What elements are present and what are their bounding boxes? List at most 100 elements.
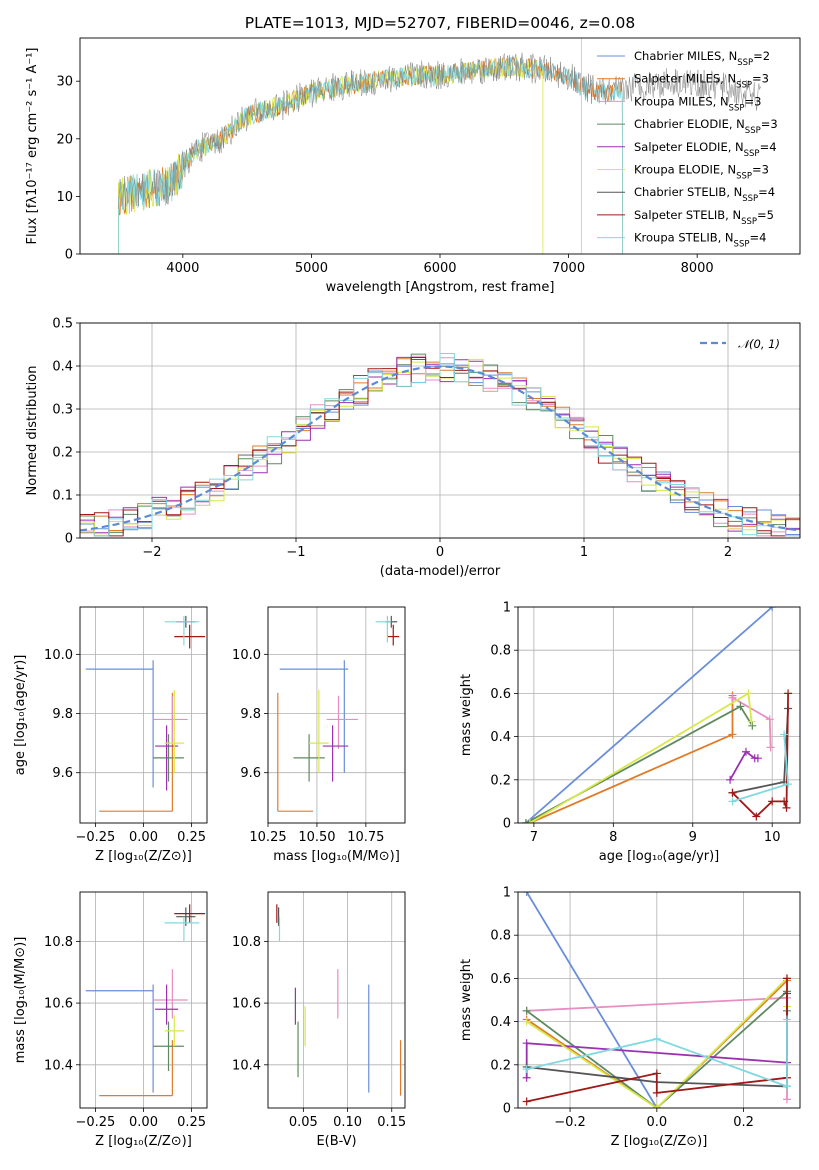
x-axis-label: (data-model)/error xyxy=(380,564,501,579)
mass-vs-metallicity-panel: −0.25 0.00 0.25 10.4 10.6 10.8 Z [log₁₀(Z/Z⊙)]… xyxy=(13,891,208,1149)
axes-frame xyxy=(267,606,406,824)
legend-entry-ks: Kroupa STELIB, NSSP=4 xyxy=(634,231,766,250)
y-tick-label: 0.6 xyxy=(490,972,511,987)
y-tick-label: 0.4 xyxy=(52,360,73,375)
mass-vs-ebv-panel: 0.05 0.10 0.15 10.4 10.6 10.8 E(B-V) xyxy=(232,891,406,1149)
mass-weight-plot-area xyxy=(522,892,791,1108)
legend-text: Kroupa MILES, N xyxy=(634,94,729,108)
mass-weight-series-ss xyxy=(728,689,793,821)
age-vs-metallicity-panel: −0.25 0.00 0.25 9.6 9.8 10.0 Z [log₁₀(Z/Z⊙)] ag… xyxy=(13,606,208,864)
y-tick-label: 9.8 xyxy=(240,707,261,722)
x-tick-label: 7 xyxy=(530,830,538,845)
y-tick-label: 0.5 xyxy=(52,317,73,332)
residual-histogram-panel: −2 −1 0 1 2 0 0.1 0.2 0.3 0.4 0.5 (data-model)/erro… xyxy=(25,317,801,579)
y-tick-label: 0 xyxy=(65,532,73,547)
y-tick-label: 30 xyxy=(56,75,73,90)
axes-frame xyxy=(79,37,801,255)
legend-entry-cm: Chabrier MILES, NSSP=2 xyxy=(634,49,770,68)
x-tick-label: 0.00 xyxy=(129,1115,158,1130)
point-marker xyxy=(652,1104,661,1108)
axes-frame xyxy=(79,322,801,539)
y-tick-label: 0.6 xyxy=(490,687,511,702)
y-axis-label: age [log₁₀(age/yr)] xyxy=(13,655,28,776)
x-tick-label: 9 xyxy=(689,830,697,845)
spectrum-panel: 4000 5000 6000 7000 8000 0 10 20 30 wavelength [A… xyxy=(25,37,801,295)
x-tick-label: 10.75 xyxy=(347,830,384,845)
x-tick-label: 0.10 xyxy=(333,1115,362,1130)
legend-subscript: SSP xyxy=(729,103,745,113)
x-tick-label: 0.00 xyxy=(129,830,158,845)
mass-weight-series-ks xyxy=(728,730,793,806)
legend-subscript: SSP xyxy=(744,149,760,159)
point-marker xyxy=(744,689,753,698)
y-tick-label: 10.8 xyxy=(44,935,73,950)
y-axis-label: Normed distribution xyxy=(25,366,40,496)
legend-text: Salpeter STELIB, N xyxy=(634,208,741,222)
legend-entry-cs: Chabrier STELIB, NSSP=4 xyxy=(634,185,775,204)
legend-entry-ke: Kroupa ELODIE, NSSP=3 xyxy=(634,163,769,182)
point-marker xyxy=(782,803,791,812)
legend-value: =3 xyxy=(752,72,769,86)
y-axis-label: mass weight xyxy=(459,674,474,756)
histogram-ks xyxy=(80,353,800,538)
point-marker xyxy=(522,1097,531,1106)
y-tick-label: 0.1 xyxy=(52,489,73,504)
x-axis-label: wavelength [Angstrom, rest frame] xyxy=(326,280,555,295)
y-tick-label: 10.0 xyxy=(232,648,261,663)
y-tick-label: 10.6 xyxy=(44,997,73,1012)
x-tick-label: 0.0 xyxy=(646,1115,667,1130)
spectrum-series-ks xyxy=(118,56,623,254)
point-marker xyxy=(780,730,789,739)
errorbar-km xyxy=(153,969,188,1019)
errorbar-se xyxy=(322,725,349,782)
legend-text: Chabrier ELODIE, N xyxy=(634,117,745,131)
axes-frame xyxy=(79,606,208,824)
point-marker xyxy=(652,1088,661,1097)
x-tick-label: 10.25 xyxy=(249,830,286,845)
x-axis-label: age [log₁₀(age/yr)] xyxy=(599,849,720,864)
errorbar-plot-area xyxy=(85,615,206,812)
point-marker xyxy=(784,689,793,698)
legend-subscript: SSP xyxy=(736,172,752,182)
x-tick-label: −1 xyxy=(286,545,305,560)
point-marker xyxy=(728,788,737,797)
point-marker xyxy=(522,1006,531,1015)
y-axis-label: Flux [fλ10⁻¹⁷ erg cm⁻² s⁻¹ A⁻¹] xyxy=(25,48,40,245)
figure-title: PLATE=1013, MJD=52707, FIBERID=0046, z=0… xyxy=(245,14,635,32)
mass-weight-series-cm xyxy=(522,892,661,1108)
x-tick-label: 0.25 xyxy=(177,1115,206,1130)
spectrum-series-spec xyxy=(118,52,762,213)
y-axis-label: mass [log₁₀(M/M⊙)] xyxy=(13,937,28,1064)
errorbar-cm xyxy=(85,984,154,1093)
point-marker xyxy=(768,607,777,611)
x-tick-label: 0.2 xyxy=(733,1115,754,1130)
errorbar-ks xyxy=(164,615,200,646)
y-tick-label: 10.8 xyxy=(232,935,261,950)
series-line xyxy=(525,607,773,823)
legend-text: Chabrier STELIB, N xyxy=(634,185,742,199)
mass-weight-vs-age-panel: 7 8 9 10 0 0.2 0.4 0.6 0.8 1 age [log₁₀(age/yr)] ma… xyxy=(459,601,801,864)
x-tick-label: 7000 xyxy=(552,261,585,276)
errorbar-cm xyxy=(85,660,154,788)
y-tick-label: 0.2 xyxy=(52,446,73,461)
errorbar-km xyxy=(326,695,359,750)
y-tick-label: 0 xyxy=(503,817,511,832)
y-tick-label: 1 xyxy=(503,601,511,616)
legend-value: =3 xyxy=(761,117,778,131)
mass-weight-series-se xyxy=(726,747,762,784)
legend-text: Kroupa ELODIE, N xyxy=(634,163,736,177)
point-marker xyxy=(780,797,789,806)
point-marker xyxy=(522,1017,531,1026)
point-marker xyxy=(652,1034,661,1043)
x-tick-label: 1 xyxy=(580,545,588,560)
legend-subscript: SSP xyxy=(737,58,753,68)
series-line xyxy=(729,750,758,781)
point-marker xyxy=(752,812,761,821)
legend-value: =5 xyxy=(757,208,774,222)
errorbar-cm xyxy=(279,660,349,773)
series-line xyxy=(525,892,658,1108)
errorbar-plot-area xyxy=(85,904,206,1097)
series-line xyxy=(529,691,753,823)
